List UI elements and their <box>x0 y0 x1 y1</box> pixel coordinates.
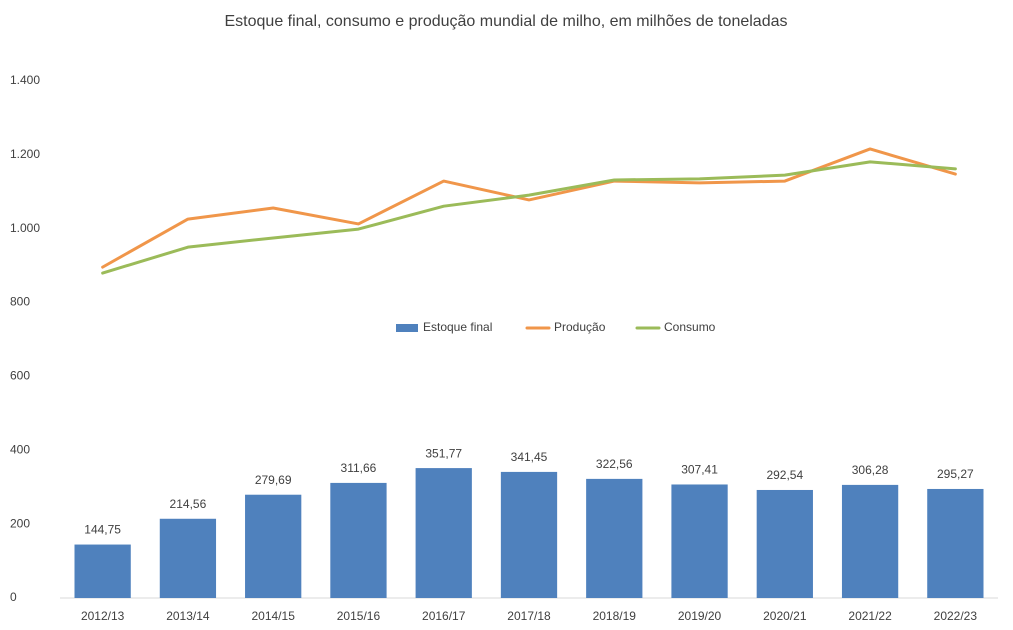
value-label: 341,45 <box>511 450 548 464</box>
bar <box>330 482 387 598</box>
x-tick-label: 2020/21 <box>763 609 807 623</box>
y-tick-label: 1.000 <box>10 221 40 235</box>
x-tick-label: 2015/16 <box>337 609 381 623</box>
bar <box>159 518 217 598</box>
value-label: 292,54 <box>766 468 803 482</box>
x-tick-label: 2012/13 <box>81 609 125 623</box>
x-tick-label: 2018/19 <box>593 609 637 623</box>
bar <box>671 484 728 598</box>
line <box>101 147 957 269</box>
chart-title: Estoque final, consumo e produção mundia… <box>225 13 788 30</box>
y-tick-label: 1.400 <box>10 73 40 87</box>
bar <box>927 488 984 598</box>
y-tick-label: 200 <box>10 516 30 530</box>
value-label: 214,56 <box>170 497 207 511</box>
bar <box>500 471 558 598</box>
x-tick-label: 2013/14 <box>166 609 210 623</box>
legend-swatch <box>396 324 418 332</box>
x-tick-label: 2014/15 <box>251 609 295 623</box>
y-tick-label: 400 <box>10 442 30 456</box>
y-tick-label: 800 <box>10 295 30 309</box>
bar <box>756 489 813 598</box>
value-label: 307,41 <box>681 463 718 477</box>
legend-label: Estoque final <box>423 320 492 334</box>
legend-label: Produção <box>554 320 606 334</box>
x-tick-label: 2022/23 <box>934 609 978 623</box>
bar <box>74 544 131 598</box>
x-tick-label: 2021/22 <box>848 609 892 623</box>
value-label: 311,66 <box>341 461 377 475</box>
value-label: 322,56 <box>596 457 633 471</box>
legend-label: Consumo <box>664 320 716 334</box>
value-label: 144,75 <box>84 523 121 537</box>
bar <box>415 468 472 598</box>
value-label: 351,77 <box>425 446 462 460</box>
x-tick-label: 2019/20 <box>678 609 722 623</box>
bar <box>586 478 643 598</box>
bar <box>245 494 302 598</box>
bar <box>841 484 899 598</box>
x-tick-label: 2016/17 <box>422 609 466 623</box>
value-label: 279,69 <box>255 473 292 487</box>
value-label: 295,27 <box>937 467 974 481</box>
value-label: 306,28 <box>852 463 889 477</box>
y-tick-label: 0 <box>10 590 17 604</box>
x-tick-label: 2017/18 <box>507 609 551 623</box>
line <box>101 160 957 275</box>
y-tick-label: 1.200 <box>10 147 40 161</box>
y-tick-label: 600 <box>10 369 30 383</box>
